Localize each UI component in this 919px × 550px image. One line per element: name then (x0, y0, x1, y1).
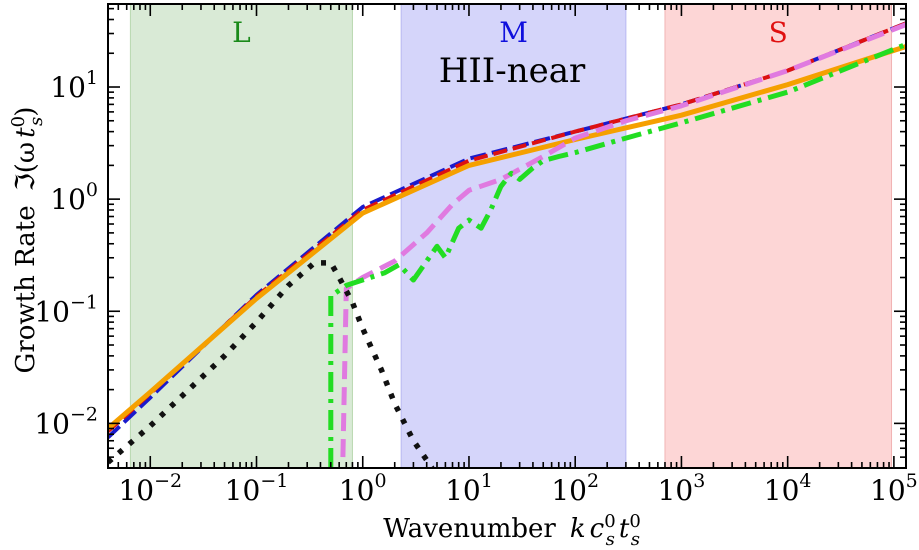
x-tick-label: 101 (445, 470, 493, 507)
series-violet-dashed (340, 22, 906, 458)
y-tick-label: 100 (50, 179, 98, 216)
y-axis-label: Growth Rateℑ(ωt0s) (8, 107, 47, 374)
y-tick-label: 101 (50, 67, 98, 104)
x-axis-label: Wavenumber k c0 s t0 s (383, 511, 641, 550)
region-label-m: M (499, 16, 528, 49)
x-tick-label: 100 (339, 470, 387, 507)
region-label-s: S (769, 16, 788, 49)
plot-frame (107, 3, 907, 469)
x-tick-label: 105 (870, 470, 918, 507)
series-black-dotted (108, 260, 435, 468)
series-orange-solid (108, 44, 906, 431)
data-series (108, 21, 906, 468)
region-label-l: L (232, 16, 251, 49)
region-l (129, 3, 353, 469)
x-tick-label: 102 (551, 470, 599, 507)
axis-tick-labels: 10−2 10−1 100 101 102 103 104 105 10−2 10−1 100 101 (34, 67, 917, 507)
x-tick-label: 103 (658, 470, 706, 507)
y-tick-label: 10−1 (34, 291, 98, 328)
hii-near-annotation: HII-near (439, 51, 586, 91)
y-tick-label: 10−2 (34, 403, 98, 440)
region-s (664, 3, 893, 469)
x-tick-label: 10−1 (225, 470, 289, 507)
axis-ticks (107, 4, 906, 469)
x-tick-label: 10−2 (118, 470, 182, 507)
x-tick-label: 104 (764, 470, 812, 507)
region-m (400, 3, 627, 469)
